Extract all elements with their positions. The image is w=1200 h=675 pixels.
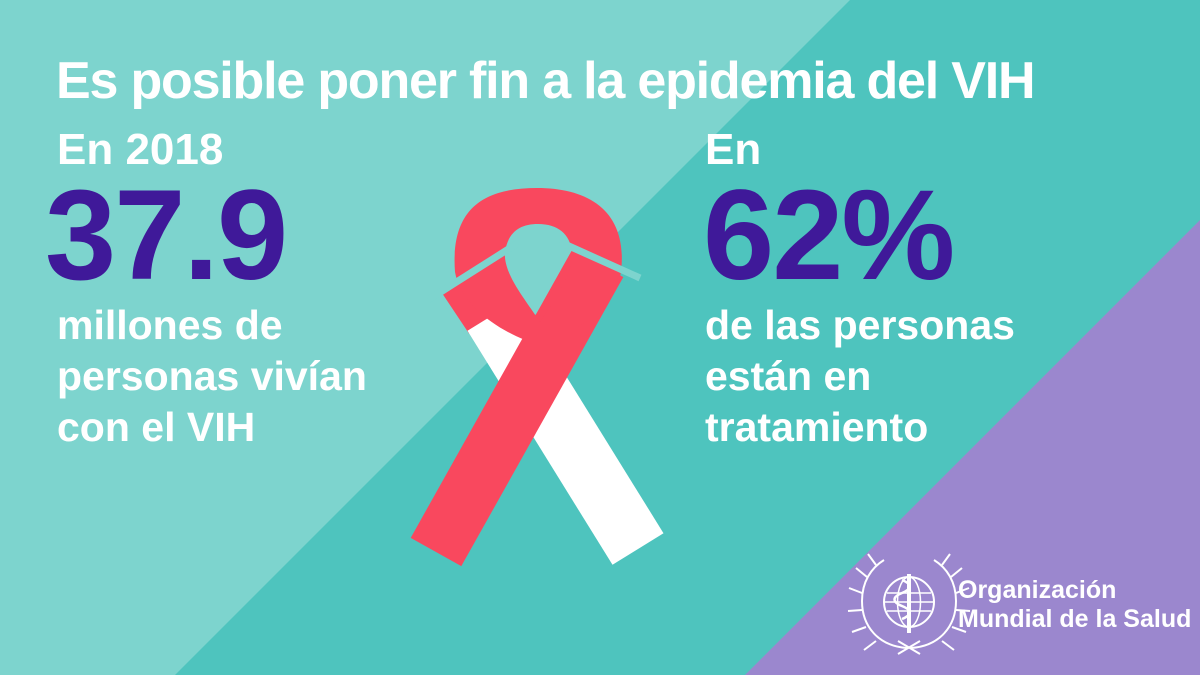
stat-right-description: de las personas están en tratamiento	[705, 300, 1015, 453]
page-title: Es posible poner fin a la epidemia del V…	[56, 52, 1036, 110]
who-wordmark-line-2: Mundial de la Salud	[958, 605, 1192, 633]
stat-left-line-2: personas vivían	[57, 353, 367, 399]
who-emblem-icon	[847, 553, 971, 655]
light-teal-diagonal-panel	[0, 0, 850, 675]
stat-left-value: 37.9	[45, 164, 288, 307]
stat-left-prefix: En 2018	[57, 125, 224, 174]
red-awareness-ribbon-icon	[410, 188, 664, 567]
who-wordmark: Organización Mundial de la Salud	[958, 576, 1191, 634]
stat-right-line-3: tratamiento	[705, 404, 929, 450]
stat-right-prefix: En	[705, 125, 762, 174]
purple-corner-triangle	[745, 220, 1200, 675]
laurel-right	[910, 553, 971, 651]
stat-left-line-3: con el VIH	[57, 404, 256, 450]
stat-left-description: millones de personas vivían con el VIH	[57, 300, 367, 453]
stat-right-line-2: están en	[705, 353, 872, 399]
stat-left-line-1: millones de	[57, 302, 283, 348]
laurel-left	[847, 553, 908, 651]
who-wordmark-line-1: Organización	[958, 576, 1117, 604]
stat-right-value: 62%	[703, 164, 955, 307]
stat-right-line-1: de las personas	[705, 302, 1015, 348]
